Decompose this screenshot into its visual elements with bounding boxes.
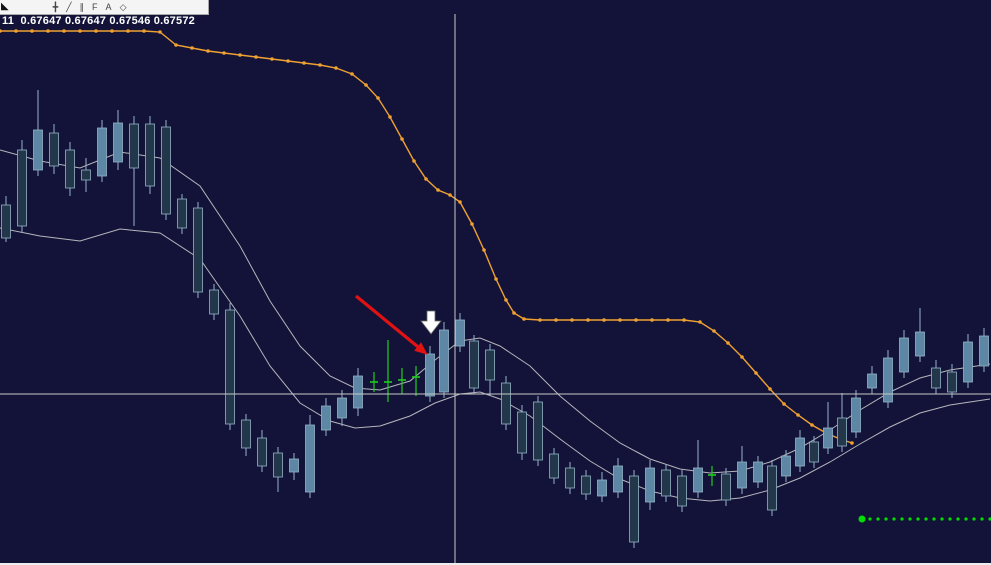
orange-stop-line	[0, 29, 854, 445]
candle-body	[883, 357, 893, 403]
candle-body	[81, 169, 91, 181]
candle-body	[767, 465, 777, 511]
green-line-start-dot	[858, 515, 866, 523]
candle-body	[455, 319, 465, 347]
candle-body	[963, 341, 973, 383]
candle-body	[899, 337, 909, 373]
candle-body	[305, 424, 315, 493]
candle-body	[867, 373, 877, 389]
candle-body	[549, 453, 559, 479]
candle-body	[931, 367, 941, 389]
candle-body	[113, 122, 123, 163]
candle-body	[795, 437, 805, 467]
candle-body	[645, 467, 655, 503]
candle-body	[677, 475, 687, 507]
shapes-tool-icon[interactable]: ◇	[119, 2, 127, 12]
upper-band-line	[0, 149, 991, 474]
candle-body	[565, 467, 575, 489]
candles-layer	[1, 90, 989, 548]
candle-body	[581, 475, 591, 495]
candle-body	[469, 340, 479, 389]
candle-body	[225, 309, 235, 425]
candle-body	[851, 397, 861, 433]
candle-body	[533, 401, 543, 461]
fibonacci-tool-icon[interactable]: F	[92, 2, 98, 12]
candle-body	[915, 331, 925, 357]
candle-body	[161, 126, 171, 215]
candle-body	[65, 149, 75, 189]
candle-body	[337, 397, 347, 419]
candle-body	[947, 371, 957, 393]
text-tool-icon[interactable]: A	[105, 2, 112, 12]
candle-body	[129, 123, 139, 169]
candle-body	[1, 204, 11, 239]
candle-body	[177, 198, 187, 229]
candle-body	[49, 132, 59, 167]
ohlc-readout: 11 0.67647 0.67647 0.67546 0.67572	[2, 15, 195, 27]
red-arrow-annotation	[354, 294, 428, 355]
candle-body	[613, 465, 623, 493]
red-arrow-head	[414, 342, 428, 355]
lower-band-line	[0, 227, 991, 502]
candle-body	[33, 129, 43, 171]
candle-body	[517, 411, 527, 454]
candle-body	[501, 382, 511, 425]
candle-body	[629, 475, 639, 543]
candle-body	[97, 127, 107, 177]
candle-body	[809, 441, 819, 463]
candle-body	[209, 289, 219, 315]
crosshair	[0, 14, 991, 565]
candle-body	[289, 458, 299, 473]
green-dotted-line	[858, 515, 991, 523]
candle-body	[737, 461, 747, 489]
trendline-tool-icon[interactable]: ╱	[66, 2, 72, 12]
crosshair-tool-icon[interactable]: ╋	[52, 2, 59, 12]
candle-body	[193, 207, 203, 293]
candle-body	[693, 467, 703, 493]
chart-toolbar: ◣ ╋ ╱ ∥ F A ◇	[0, 0, 209, 15]
candle-body	[721, 473, 731, 501]
channel-tool-icon[interactable]: ∥	[79, 2, 85, 12]
candle-body	[425, 353, 435, 397]
candle-body	[439, 329, 449, 393]
chart-corner-icon: ◣	[1, 1, 9, 12]
candle-body	[823, 427, 833, 449]
candle-body	[321, 405, 331, 431]
candle-body	[17, 149, 27, 227]
candle-body	[353, 375, 363, 409]
window-bottom-border	[0, 563, 991, 565]
white-down-arrow-annotation	[420, 310, 442, 335]
candle-body	[273, 452, 283, 478]
candle-body	[781, 455, 791, 477]
candle-body	[257, 437, 267, 467]
candle-body	[597, 479, 607, 497]
candle-body	[485, 349, 495, 381]
candle-body	[753, 461, 763, 483]
candle-body	[979, 335, 989, 367]
band-lines	[0, 149, 991, 502]
candle-body	[661, 469, 671, 497]
candle-body	[241, 419, 251, 449]
candle-body	[837, 417, 847, 447]
candle-body	[145, 123, 155, 187]
